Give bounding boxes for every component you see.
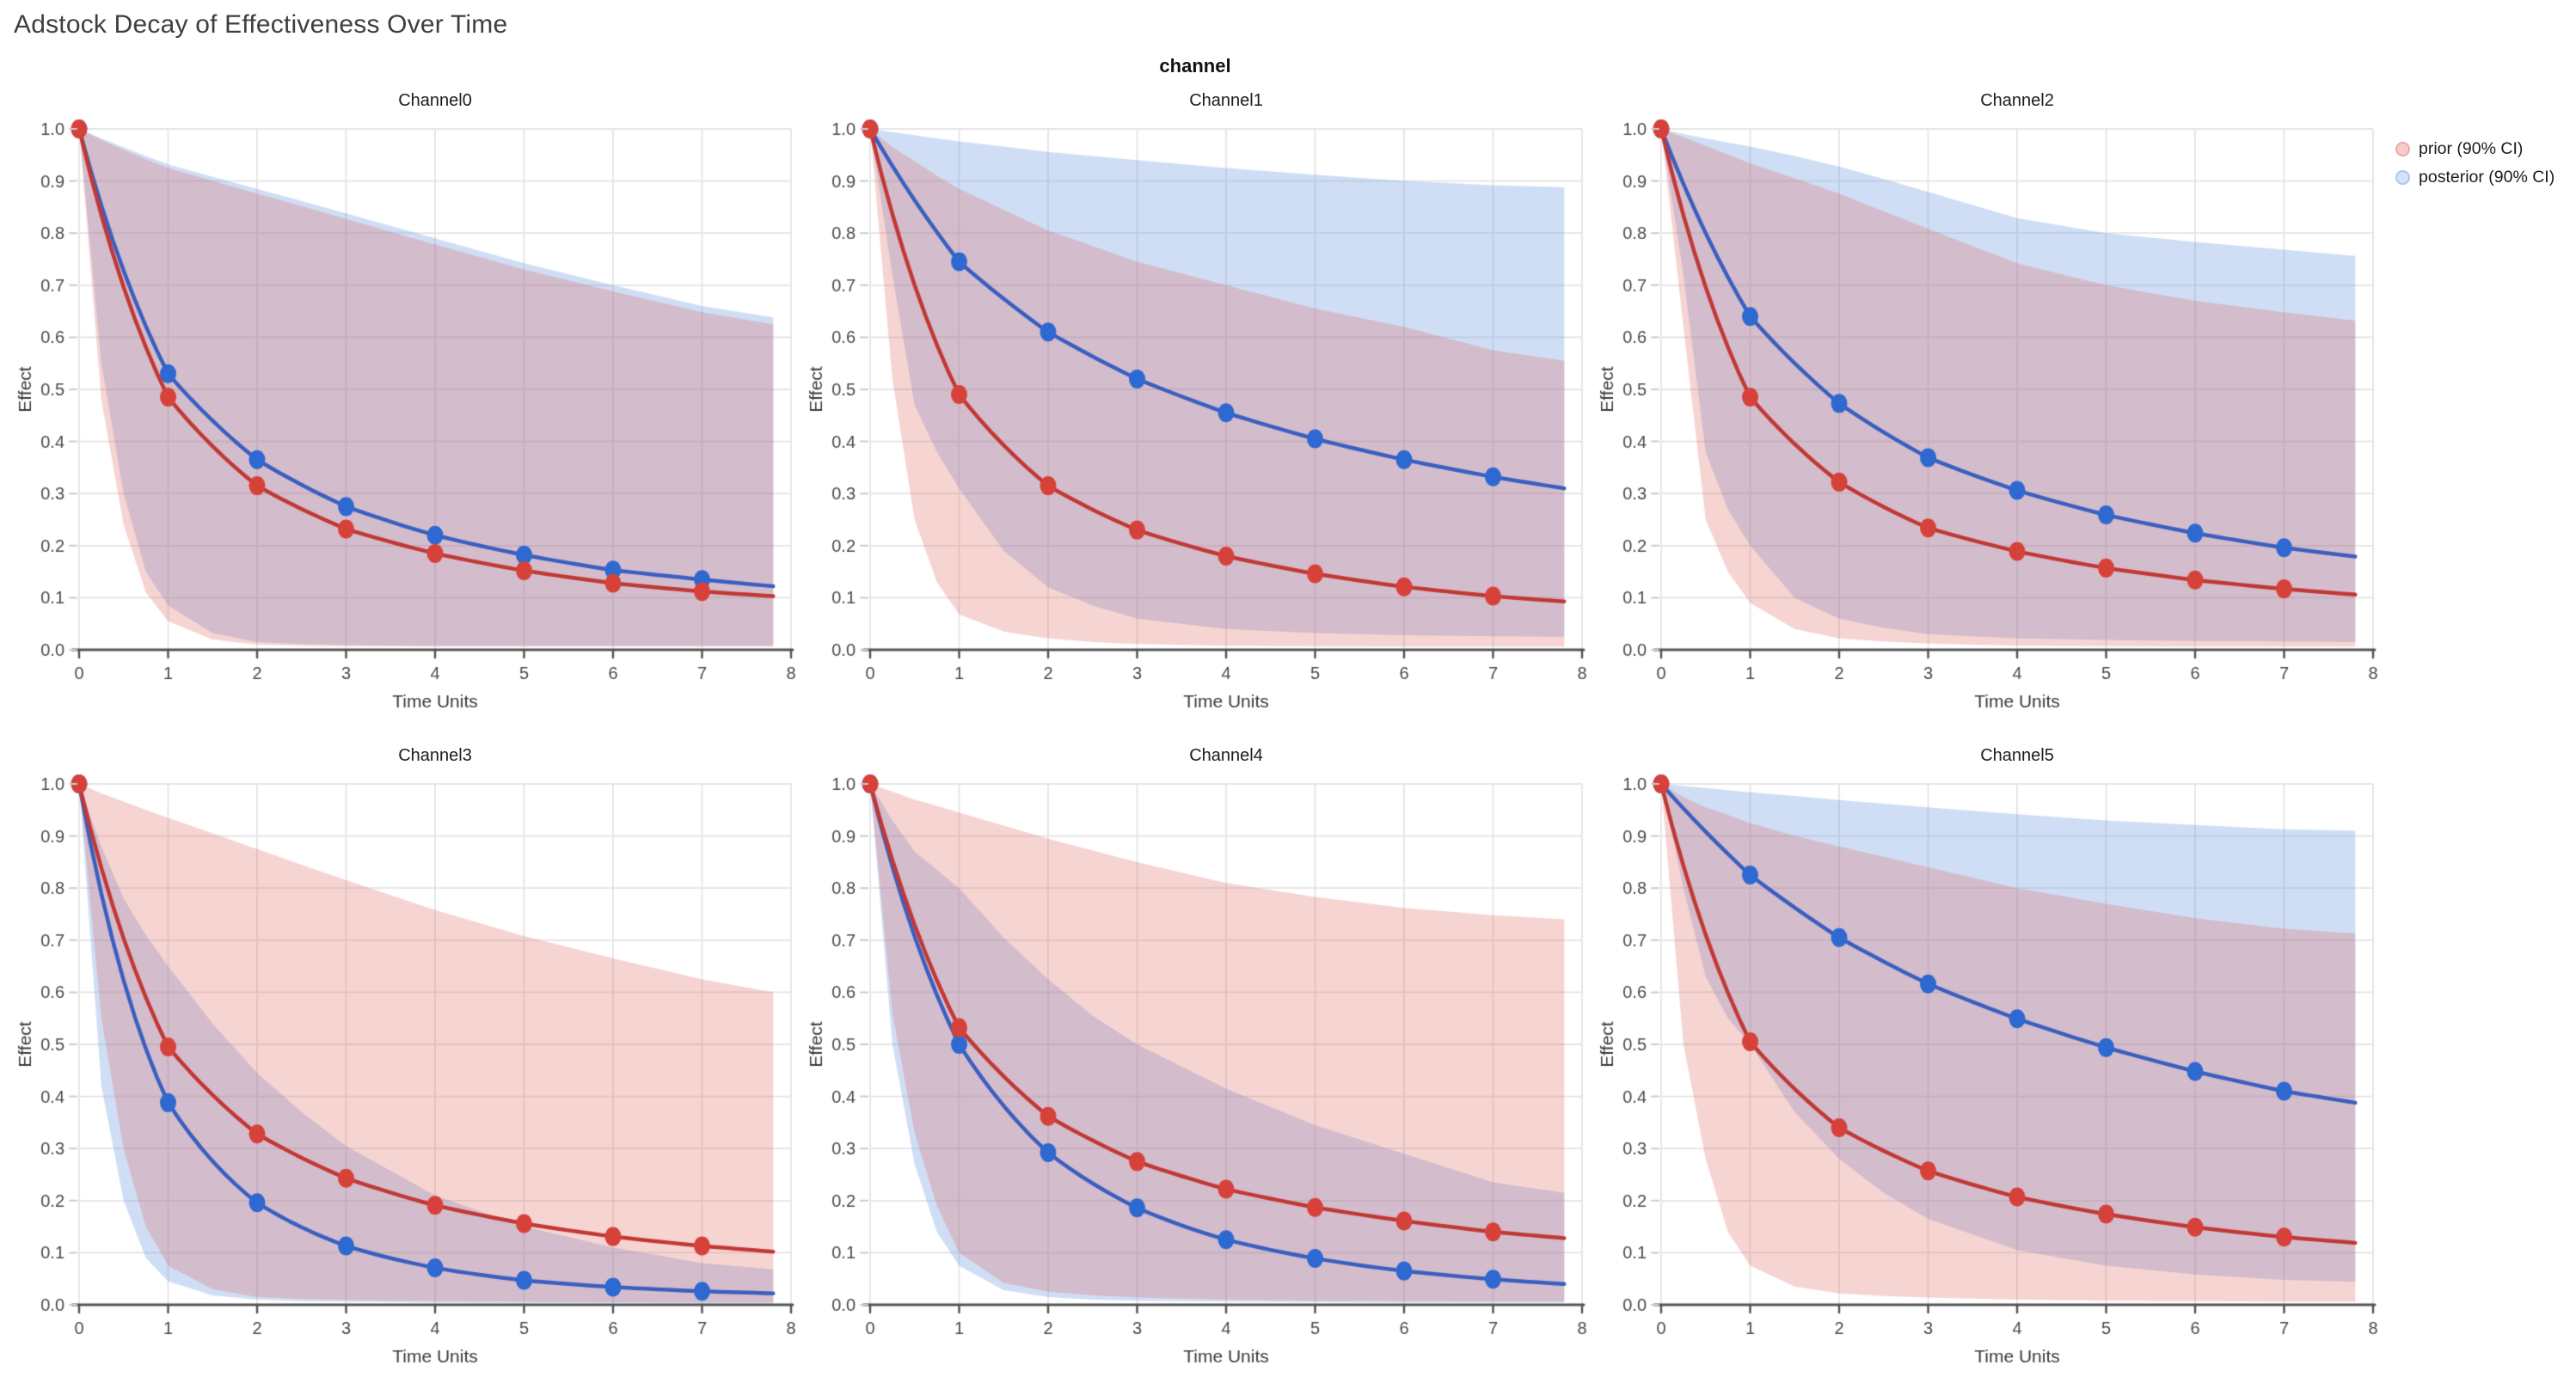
plot-canvas-channel0	[17, 113, 808, 722]
subplot-title: Channel4	[1189, 746, 1263, 765]
plot-canvas-channel4	[808, 768, 1599, 1377]
facet-label: channel	[1159, 55, 1231, 76]
legend-item-posterior: posterior (90% CI)	[2395, 166, 2555, 188]
plot-canvas-channel1	[808, 113, 1599, 722]
figure-title: Adstock Decay of Effectiveness Over Time	[14, 10, 508, 39]
subplot-title: Channel5	[1980, 746, 2054, 765]
legend-item-prior: prior (90% CI)	[2395, 138, 2555, 160]
subplot-title: Channel2	[1980, 91, 2054, 110]
subplot-channel5: Channel5	[1599, 737, 2390, 1377]
subplot-title: Channel3	[398, 746, 472, 765]
plot-canvas-channel2	[1599, 113, 2390, 722]
plot-canvas-channel3	[17, 768, 808, 1377]
legend-label-posterior: posterior (90% CI)	[2419, 167, 2555, 187]
subplot-title: Channel1	[1189, 91, 1263, 110]
legend: prior (90% CI) posterior (90% CI)	[2395, 138, 2555, 188]
prior-swatch-icon	[2395, 141, 2410, 156]
subplot-channel0: Channel0	[17, 83, 808, 722]
subplot-channel3: Channel3	[17, 737, 808, 1377]
subplot-title: Channel0	[398, 91, 472, 110]
posterior-swatch-icon	[2395, 169, 2410, 185]
legend-label-prior: prior (90% CI)	[2419, 138, 2524, 158]
subplot-channel2: Channel2	[1599, 83, 2390, 722]
subplot-channel4: Channel4	[808, 737, 1599, 1377]
subplot-channel1: Channel1	[808, 83, 1599, 722]
plot-canvas-channel5	[1599, 768, 2390, 1377]
